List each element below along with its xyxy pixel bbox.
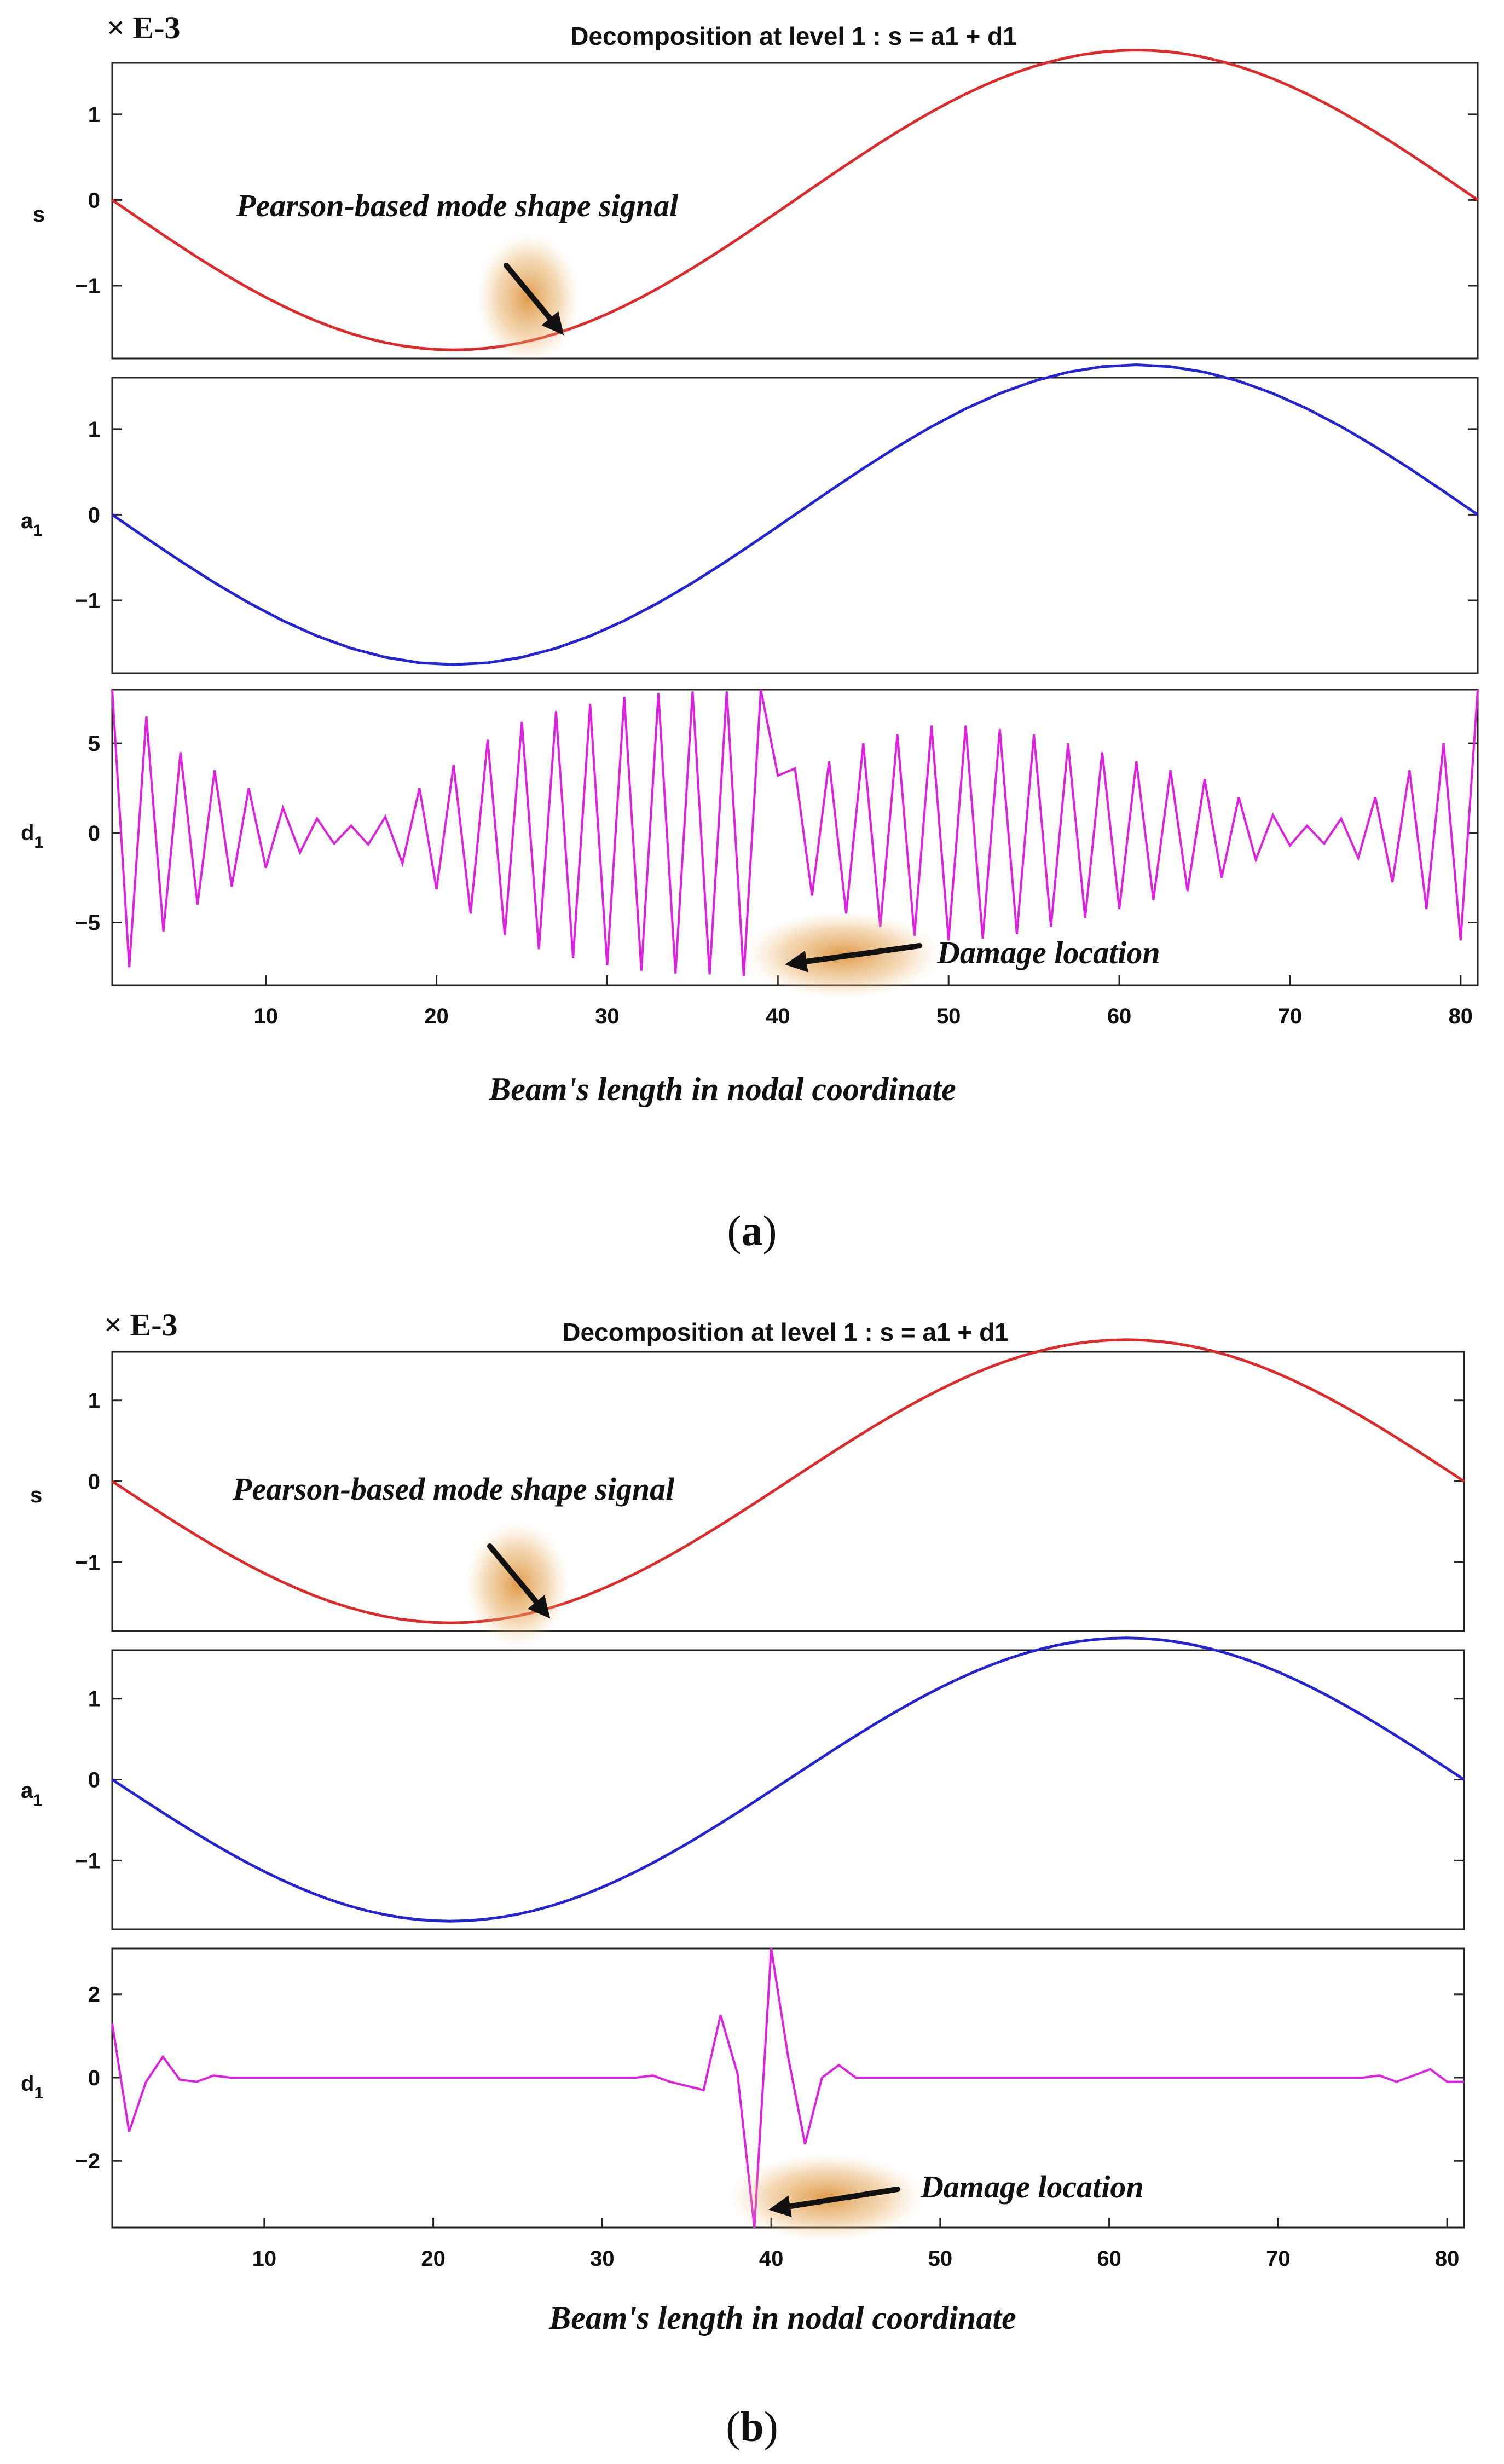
figure-panel-b: × E-3 Decomposition at level 1 : s = a1 … — [21, 1307, 1465, 2450]
y-ticks: −5 0 5 — [75, 732, 1478, 935]
y-tick-label: 0 — [88, 188, 100, 212]
subplot-d1: −2 0 2 d1 10 20 30 40 50 60 70 80 — [21, 1947, 1465, 2271]
x-ticks: 10 20 30 40 50 60 70 80 — [252, 2218, 1460, 2271]
y-tick-label: 1 — [88, 1389, 100, 1413]
y-axis-label: a1 — [21, 509, 42, 540]
axes-frame — [111, 377, 1479, 674]
x-tick-label: 20 — [424, 1004, 449, 1028]
y-tick-label: 0 — [88, 1470, 100, 1494]
y-ticks: −1 0 1 — [75, 418, 1478, 613]
highlight-glow — [465, 1522, 569, 1647]
series-line-s — [111, 48, 1479, 351]
subplot-s: −1 0 1 s — [33, 48, 1479, 360]
x-tick-label: 30 — [595, 1004, 620, 1028]
chart-title: Decomposition at level 1 : s = a1 + d1 — [570, 22, 1017, 50]
x-tick-label: 60 — [1097, 2247, 1121, 2271]
scale-label: × E-3 — [104, 1307, 178, 1343]
y-tick-label: 1 — [88, 1687, 100, 1711]
annotation-signal: Pearson-based mode shape signal — [232, 1471, 675, 1507]
y-tick-label: 5 — [88, 732, 100, 756]
y-tick-label: −5 — [75, 911, 100, 935]
y-axis-label: d1 — [21, 821, 43, 852]
annotation-damage: Damage location — [936, 935, 1160, 970]
y-ticks: −1 0 1 — [75, 1687, 1464, 1873]
subplot-a1: −1 0 1 a1 — [21, 363, 1479, 674]
annotation-damage: Damage location — [920, 2169, 1144, 2205]
y-tick-label: −2 — [75, 2149, 100, 2173]
panel-label: (b) — [726, 2403, 778, 2450]
x-tick-label: 20 — [421, 2247, 446, 2271]
y-axis-label: s — [33, 203, 45, 227]
y-tick-label: 1 — [88, 103, 100, 127]
y-tick-label: 2 — [88, 1983, 100, 2007]
y-ticks: −1 0 1 — [75, 103, 1478, 298]
x-tick-label: 30 — [590, 2247, 615, 2271]
series-line-d1 — [111, 1948, 1464, 2228]
x-tick-label: 40 — [766, 1004, 790, 1028]
y-axis-label: s — [30, 1483, 42, 1507]
chart-title: Decomposition at level 1 : s = a1 + d1 — [562, 1318, 1009, 1346]
arrow-icon — [504, 263, 564, 336]
x-tick-label: 70 — [1278, 1004, 1303, 1028]
y-axis-label: a1 — [21, 1779, 42, 1809]
subplot-s: −1 0 1 s — [30, 1338, 1465, 1632]
x-axis-label: Beam's length in nodal coordinate — [488, 1071, 956, 1107]
y-tick-label: 0 — [88, 1768, 100, 1792]
arrow-icon — [785, 943, 922, 973]
axes-frame — [111, 62, 1479, 360]
series-line-a1 — [111, 363, 1479, 666]
axes-frame — [111, 1649, 1465, 1930]
x-tick-label: 80 — [1449, 1004, 1473, 1028]
series-line-a1 — [111, 1636, 1465, 1923]
x-axis-label: Beam's length in nodal coordinate — [548, 2300, 1016, 2336]
annotation-signal: Pearson-based mode shape signal — [236, 188, 679, 223]
y-tick-label: 0 — [88, 2066, 100, 2090]
x-tick-label: 80 — [1435, 2247, 1460, 2271]
y-tick-label: −1 — [75, 589, 100, 613]
x-tick-label: 10 — [252, 2247, 277, 2271]
y-tick-label: 1 — [88, 418, 100, 442]
y-tick-label: −1 — [75, 1849, 100, 1873]
x-tick-label: 10 — [253, 1004, 278, 1028]
highlight-glow — [476, 233, 580, 364]
y-tick-label: −1 — [75, 274, 100, 298]
y-axis-label: d1 — [21, 2072, 43, 2102]
y-tick-label: −1 — [75, 1551, 100, 1575]
x-tick-label: 60 — [1107, 1004, 1132, 1028]
y-tick-label: 0 — [88, 503, 100, 527]
y-tick-label: 0 — [88, 822, 100, 846]
x-tick-label: 70 — [1266, 2247, 1291, 2271]
y-ticks: −2 0 2 — [75, 1983, 1464, 2173]
x-tick-label: 50 — [936, 1004, 961, 1028]
highlight-glow — [728, 2154, 925, 2241]
x-tick-label: 40 — [759, 2247, 784, 2271]
subplot-a1: −1 0 1 a1 — [21, 1636, 1465, 1930]
arrow-icon — [768, 2187, 900, 2217]
arrow-icon — [487, 1543, 551, 1619]
x-tick-label: 50 — [928, 2247, 953, 2271]
series-line-s — [111, 1338, 1465, 1624]
panel-label: (a) — [727, 1207, 777, 1254]
figure-panel-a: × E-3 Decomposition at level 1 : s = a1 … — [21, 10, 1479, 1254]
subplot-d1: −5 0 5 d1 10 20 30 40 50 60 70 80 — [21, 689, 1479, 1028]
axes-frame — [111, 1351, 1465, 1632]
x-ticks: 10 20 30 40 50 60 70 80 — [253, 975, 1473, 1028]
scale-label: × E-3 — [107, 10, 181, 45]
series-line-d1 — [111, 689, 1479, 976]
